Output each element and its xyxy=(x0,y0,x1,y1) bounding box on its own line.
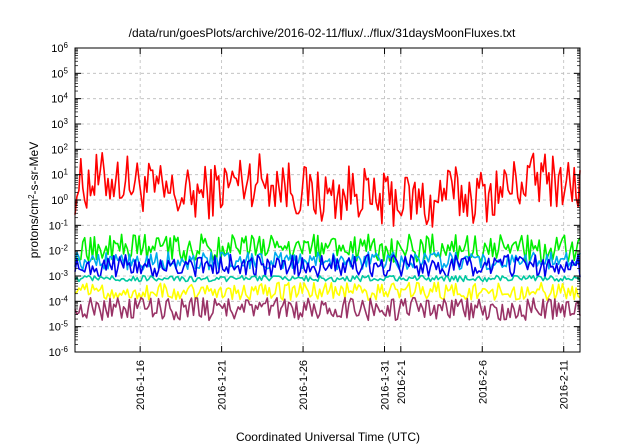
y-tick-label: 102 xyxy=(51,142,68,157)
x-tick-label: 2016-1-21 xyxy=(217,360,229,410)
y-axis-ticks: 10-6 10-5 10-4 10-3 10-2 10-1 100 101 102 103 104 1… xyxy=(49,41,580,360)
y-axis-label: protons/cm2-s-sr-MeV xyxy=(27,142,42,258)
x-tick-label: 2016-2-11 xyxy=(559,360,571,409)
grid xyxy=(75,48,580,352)
x-tick-label: 2016-1-31 xyxy=(380,360,392,410)
x-tick-label: 2016-1-16 xyxy=(135,360,147,410)
x-tick-label: 2016-2-6 xyxy=(477,360,489,404)
y-tick-label: 104 xyxy=(51,91,68,106)
y-tick-label: 103 xyxy=(51,117,68,132)
chart-title: /data/run/goesPlots/archive/2016-02-11/f… xyxy=(129,26,516,40)
x-axis-ticks: 2016-1-16 2016-1-21 2016-1-26 2016-1-31 2016… xyxy=(135,48,571,410)
series-line-0 xyxy=(74,152,581,228)
series-line-6 xyxy=(74,296,581,322)
y-tick-label: 100 xyxy=(51,193,68,208)
y-tick-label: 105 xyxy=(51,66,68,81)
series-line-4 xyxy=(74,274,581,283)
y-tick-label: 10-1 xyxy=(49,218,69,233)
y-tick-label: 10-2 xyxy=(49,243,69,258)
y-tick-label: 10-6 xyxy=(49,345,69,360)
series-line-5 xyxy=(74,281,581,301)
y-tick-label: 101 xyxy=(51,167,68,182)
series-line-3 xyxy=(74,253,581,279)
x-axis-label: Coordinated Universal Time (UTC) xyxy=(236,430,420,444)
y-tick-label: 10-4 xyxy=(49,294,69,309)
x-tick-label: 2016-2-1 xyxy=(396,360,408,404)
y-tick-label: 10-3 xyxy=(49,269,69,284)
y-tick-label: 10-5 xyxy=(49,319,69,334)
series-layer xyxy=(74,152,581,322)
series-line-1 xyxy=(74,233,581,263)
x-tick-label: 2016-1-26 xyxy=(298,360,310,410)
y-tick-label: 106 xyxy=(51,41,68,56)
